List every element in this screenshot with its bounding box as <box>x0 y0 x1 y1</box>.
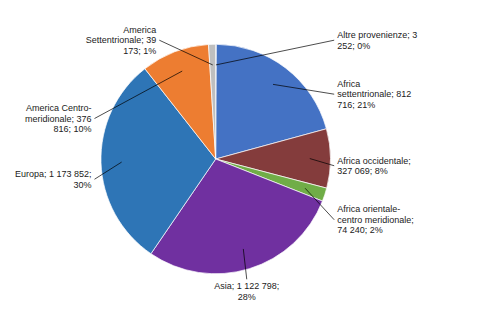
leader-line <box>305 188 334 220</box>
slice-label-line: Europa; 1 173 852; <box>15 169 92 179</box>
slice-label-line: Settentrionale; 39 <box>86 35 157 45</box>
slice-label-line: 816; 10% <box>53 124 91 134</box>
slice-label-line: America <box>123 25 156 35</box>
pie <box>101 44 331 273</box>
chart: Altre provenienze; 3252; 0% Africasettent… <box>0 0 480 318</box>
leader-line <box>95 162 122 179</box>
slice-label-line: 327 069; 8% <box>337 166 388 176</box>
slice-label-line: 28% <box>238 292 256 302</box>
slice-label-line: Africa occidentale; <box>337 156 411 166</box>
leader-line <box>310 159 334 166</box>
slice-label-line: centro meridionale; <box>337 215 414 225</box>
leader-line <box>273 84 334 94</box>
leader-line <box>159 40 212 65</box>
slice-label-line: Altre provenienze; 3 <box>337 30 417 40</box>
slice-label-line: Africa <box>337 79 360 89</box>
slice-label-line: 30% <box>73 180 91 190</box>
slice-label-line: meridionale; 376 <box>25 114 92 124</box>
slice-label: Europa; 1 173 852;30% <box>15 169 92 190</box>
slice-label: America Centro-meridionale; 376816; 10% <box>25 103 92 134</box>
slice-label-line: Africa orientale- <box>337 204 400 214</box>
leader-line <box>243 249 246 279</box>
slice-label-line: Asia; 1 122 798; <box>214 281 279 291</box>
leader-line <box>95 71 183 118</box>
slice-label: Altre provenienze; 3252; 0% <box>337 30 417 50</box>
slice-label: Asia; 1 122 798;28% <box>214 281 279 302</box>
slice-label-line: 716; 21% <box>337 100 375 110</box>
labels: Altre provenienze; 3252; 0% Africasettent… <box>15 25 417 302</box>
pie-slice <box>209 44 216 159</box>
leader-line <box>216 40 334 65</box>
slice-label-line: America Centro- <box>26 103 92 113</box>
slice-label: AmericaSettentrionale; 39173; 1% <box>86 25 157 56</box>
slice-label: Africasettentrionale; 812716; 21% <box>337 79 411 110</box>
slice-label-line: 74 240; 2% <box>337 225 383 235</box>
slice-label-line: settentrionale; 812 <box>337 89 411 99</box>
slice-label: Africa occidentale;327 069; 8% <box>337 156 411 177</box>
slice-label: Africa orientale-centro meridionale;74 2… <box>337 204 414 235</box>
slice-label-line: 252; 0% <box>337 41 370 51</box>
slice-label-line: 173; 1% <box>123 46 156 56</box>
